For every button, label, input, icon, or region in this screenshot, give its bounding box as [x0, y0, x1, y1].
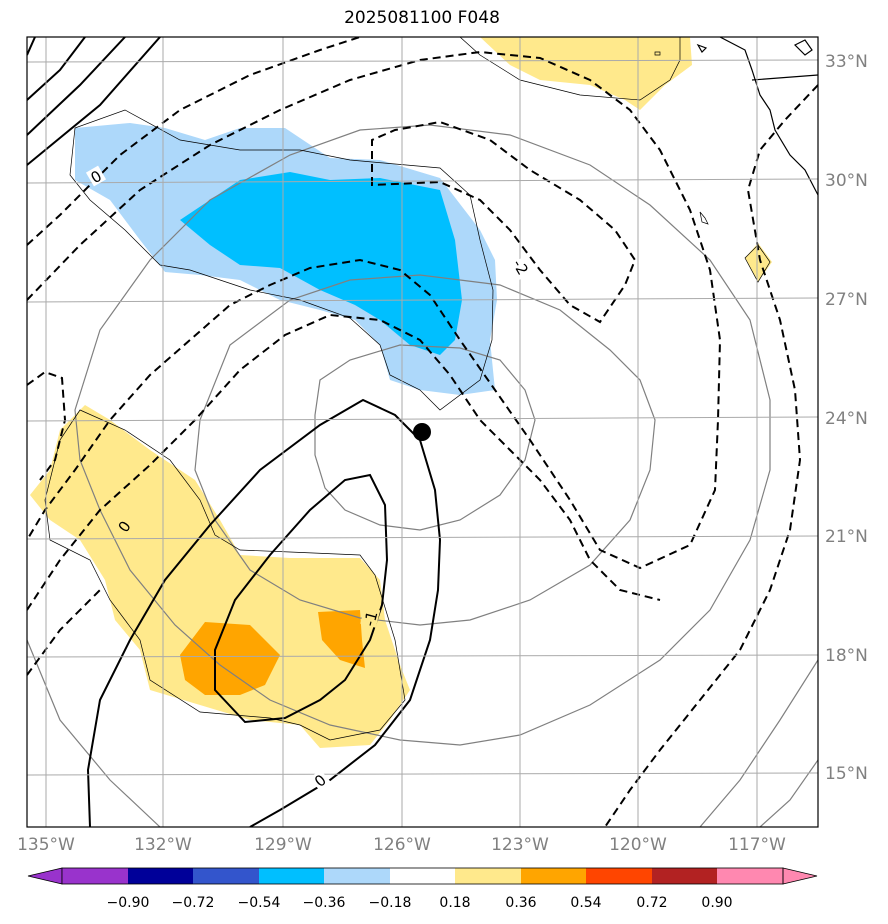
colorbar-tick-label: 0.54: [570, 895, 601, 911]
colorbar-segment: [128, 868, 193, 884]
colorbar-segment: [455, 868, 521, 884]
solid-contours: [27, 37, 442, 827]
storm-center-marker: [413, 423, 431, 441]
colorbar-segment: [324, 868, 390, 884]
lat-tick: 27°N: [825, 290, 868, 310]
positive-anomaly-light-coast: [745, 243, 772, 282]
colorbar-tick-label: −0.72: [172, 895, 215, 911]
positive-anomaly-strong-2: [318, 610, 365, 668]
lon-tick: 129°W: [254, 835, 312, 855]
negative-anomaly-strong: [180, 172, 462, 355]
positive-anomaly-strong-1: [180, 622, 280, 695]
gray-contours: [27, 124, 818, 827]
coastline: [696, 37, 818, 196]
contour-zero: [86, 398, 442, 827]
colorbar-segment: [586, 868, 652, 884]
colorbar-tick-label: 0.36: [505, 895, 536, 911]
colorbar-tick-label: −0.36: [303, 895, 346, 911]
dashed-contours: [27, 37, 818, 827]
colorbar-tick-label: −0.90: [107, 895, 150, 911]
colorbar-extend-left: [27, 867, 63, 885]
lat-tick: 15°N: [825, 764, 868, 784]
map-title: 2025081100 F048: [344, 8, 500, 28]
positive-anomaly-light-sw: [30, 405, 410, 748]
map-border: [26, 36, 819, 828]
lat-tick: 18°N: [825, 646, 868, 666]
positive-anomaly-light-n: [480, 37, 692, 110]
lon-tick-labels: 135°W 132°W 129°W 126°W 123°W 120°W 117°…: [17, 835, 786, 855]
colorbar: −0.90 −0.72 −0.54 −0.36 −0.18 0.18 0.36 …: [27, 867, 818, 911]
colorbar-tick-label: −0.54: [238, 895, 281, 911]
colorbar-segment: [717, 868, 783, 884]
colorbar-segment: [390, 868, 455, 884]
colorbar-tick-label: −0.18: [369, 895, 412, 911]
colorbar-extend-right: [782, 867, 818, 885]
colorbar-tick-label: 0.18: [439, 895, 470, 911]
lon-tick: 117°W: [728, 835, 786, 855]
lat-tick: 24°N: [825, 409, 868, 429]
colorbar-segment: [259, 868, 324, 884]
lon-tick: 132°W: [134, 835, 192, 855]
contour-minus-one: [214, 473, 389, 724]
lat-tick-labels: 33°N 30°N 27°N 24°N 21°N 18°N 15°N: [825, 52, 868, 784]
colorbar-segment: [62, 868, 128, 884]
lat-tick: 33°N: [825, 52, 868, 72]
lat-tick: 21°N: [825, 527, 868, 547]
gridlines: [27, 37, 818, 827]
colorbar-border: [61, 867, 784, 885]
colorbar-tick-label: 0.90: [701, 895, 732, 911]
colorbar-tick-label: 0.72: [636, 895, 667, 911]
lon-tick: 126°W: [373, 835, 431, 855]
lon-tick: 135°W: [17, 835, 75, 855]
shaded-anomaly-fields: [30, 37, 772, 748]
colorbar-segment: [521, 868, 586, 884]
lon-tick: 120°W: [609, 835, 667, 855]
colorbar-segment: [193, 868, 259, 884]
lat-tick: 30°N: [825, 171, 868, 191]
contour-label-4: -1: [360, 609, 381, 628]
colorbar-segment: [652, 868, 717, 884]
lon-tick: 123°W: [491, 835, 549, 855]
